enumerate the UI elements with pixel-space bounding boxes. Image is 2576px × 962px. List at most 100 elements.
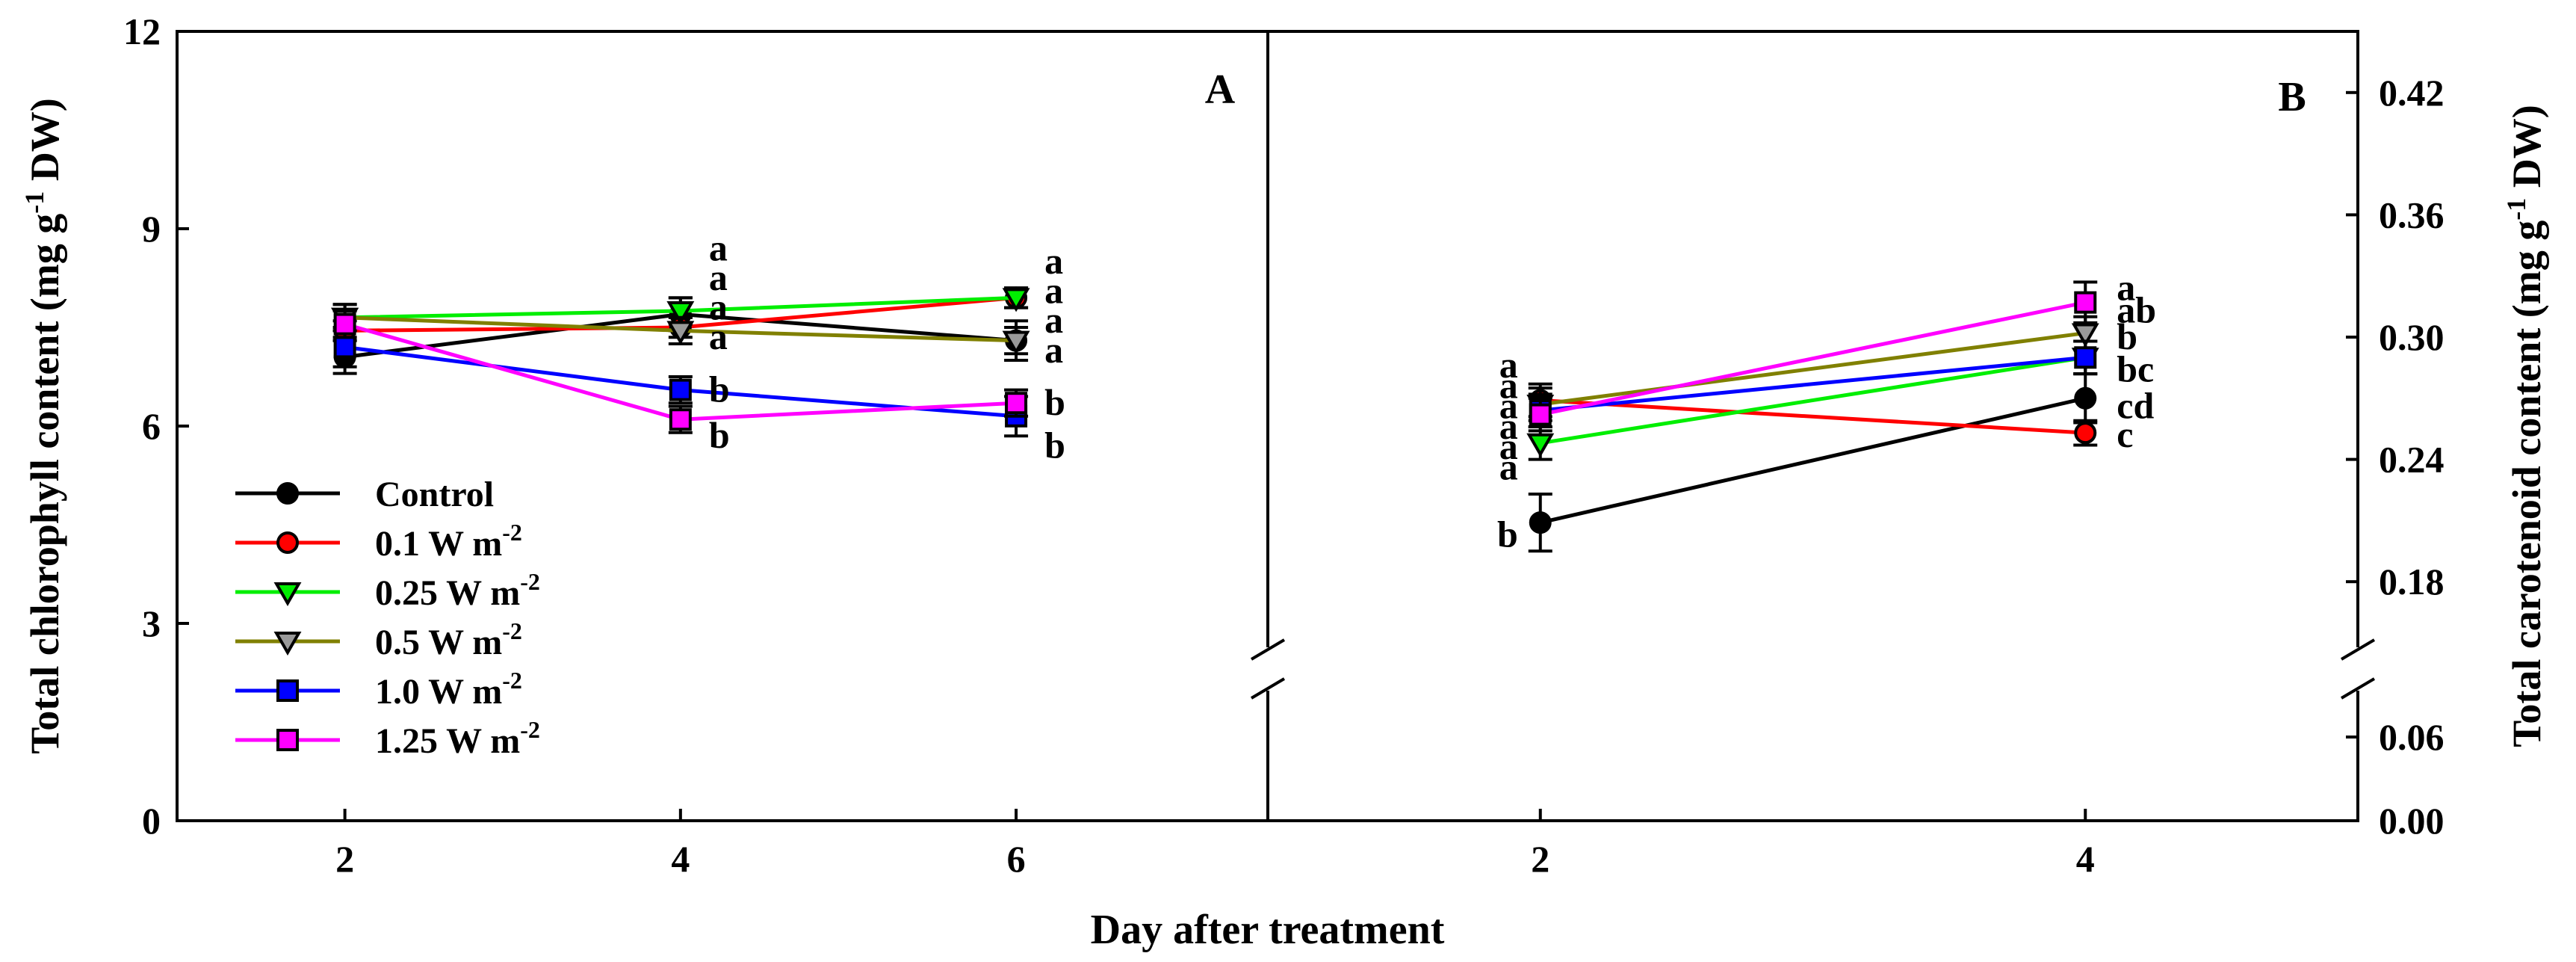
significance-letter: b bbox=[2117, 315, 2137, 357]
significance-letter: b bbox=[1044, 381, 1065, 423]
significance-letter: a bbox=[709, 226, 728, 268]
data-point bbox=[669, 378, 692, 401]
significance-letter: a bbox=[709, 286, 728, 328]
plot-frames bbox=[176, 30, 2376, 822]
y-tick-label-b: 0.24 bbox=[2379, 439, 2445, 481]
series-b-1-25-w-m-2 bbox=[1528, 280, 2098, 433]
x-tick-label-b: 2 bbox=[1531, 838, 1549, 880]
legend-marker bbox=[276, 482, 299, 505]
significance-letter: ab bbox=[2117, 289, 2156, 331]
y-tick-label-b: 0.00 bbox=[2379, 800, 2445, 842]
significance-letter: a bbox=[709, 256, 728, 298]
legend-entry-0-5-w-m-2: 0.5 W m-2 bbox=[235, 617, 522, 662]
axis-break-mark bbox=[2340, 638, 2376, 661]
y-axis-title-a-main: Total chlorophyll content (mg g bbox=[22, 214, 67, 754]
significance-letter: a bbox=[1044, 240, 1063, 282]
y-axis-title-a-tail: DW) bbox=[22, 98, 67, 191]
y-axis-title-b-tail: DW) bbox=[2504, 105, 2549, 197]
x-tick-label-a: 4 bbox=[671, 838, 690, 880]
significance-letter: a bbox=[2117, 267, 2135, 309]
significance-letter: a bbox=[1499, 446, 1518, 488]
legend-label-text: 1.0 W m bbox=[375, 672, 502, 712]
chart-text: 0 3 6 9 12 2 4 6 0.00 0.06 0.18 0.24 0.30 0.36 0.42 2 4 D… bbox=[19, 10, 2549, 953]
y-tick-label-b: 0.42 bbox=[2379, 72, 2445, 114]
x-tick-label-a: 2 bbox=[335, 838, 354, 880]
y-tick-label-b: 0.36 bbox=[2379, 194, 2445, 235]
panel-label-b: B bbox=[2278, 74, 2306, 120]
significance-letter: a bbox=[1044, 299, 1063, 341]
legend-label: Control bbox=[375, 475, 494, 514]
significance-letter: b bbox=[709, 369, 730, 410]
significance-letter: b bbox=[1497, 513, 1518, 555]
data-point bbox=[333, 312, 356, 336]
y-tick-label-a: 6 bbox=[142, 405, 161, 447]
data-point bbox=[1529, 511, 1552, 534]
data-point bbox=[1529, 403, 1552, 426]
legend-label: 1.25 W m-2 bbox=[375, 716, 540, 761]
series-line bbox=[1540, 331, 2086, 407]
legend-marker bbox=[276, 729, 299, 751]
y-tick-label-a: 12 bbox=[123, 10, 161, 52]
y-axis-title-b-main: Total carotenoid content (mg g bbox=[2504, 221, 2549, 747]
series-a-0-5-w-m-2 bbox=[331, 303, 1030, 356]
legend-marker bbox=[273, 632, 302, 656]
series-line bbox=[1540, 300, 2086, 417]
panel-label-a: A bbox=[1205, 67, 1236, 113]
significance-letter: cd bbox=[2117, 385, 2154, 427]
significance-letter: a bbox=[1044, 270, 1063, 312]
panel-b-frame bbox=[1266, 30, 2359, 822]
significance-letter: b bbox=[1044, 424, 1065, 466]
axis-break-gap bbox=[2352, 647, 2364, 691]
legend-label-text: 0.5 W m bbox=[375, 623, 502, 662]
legend-entry-1-0-w-m-2: 1.0 W m-2 bbox=[235, 667, 522, 712]
x-tick-label-a: 6 bbox=[1007, 838, 1026, 880]
legend-label-text: 1.25 W m bbox=[375, 721, 520, 761]
data-point bbox=[1002, 288, 1030, 312]
data-point bbox=[2074, 346, 2097, 369]
data-point bbox=[1002, 330, 1030, 355]
legend-label: 0.5 W m-2 bbox=[375, 617, 522, 662]
legend-entry-0-25-w-m-2: 0.25 W m-2 bbox=[235, 568, 540, 613]
legend-label-sup: -2 bbox=[502, 667, 522, 694]
legend-marker bbox=[276, 679, 299, 702]
series-line bbox=[1540, 355, 2086, 413]
significance-letter: a bbox=[1499, 425, 1518, 467]
legend-label-text: Control bbox=[375, 475, 494, 514]
legend-label: 1.0 W m-2 bbox=[375, 667, 522, 712]
significance-letter: a bbox=[1499, 385, 1518, 427]
series-line bbox=[1540, 398, 2086, 435]
y-tick-label-a: 3 bbox=[142, 602, 161, 644]
data-point bbox=[669, 408, 692, 431]
significance-letter: a bbox=[1499, 405, 1518, 447]
legend-label-sup: -2 bbox=[502, 617, 522, 644]
legend-label-sup: -2 bbox=[520, 716, 540, 743]
data-point bbox=[2074, 422, 2097, 445]
significance-letter: a bbox=[1499, 344, 1518, 386]
y-axis-title-a-sup: -1 bbox=[19, 191, 49, 214]
series-line bbox=[1540, 396, 2086, 525]
axis-break-mark bbox=[1250, 677, 1286, 700]
legend-entry-0-1-w-m-2: 0.1 W m-2 bbox=[235, 519, 522, 564]
data-series bbox=[331, 280, 2099, 553]
y-axis-title-b: Total carotenoid content (mg g-1 DW) bbox=[2501, 105, 2549, 747]
significance-letter: a bbox=[709, 315, 728, 357]
legend-label-sup: -2 bbox=[502, 519, 522, 546]
significance-letter: a bbox=[1499, 364, 1518, 406]
significance-letter: c bbox=[2117, 413, 2133, 455]
data-point bbox=[666, 301, 695, 326]
y-axis-title-b-sup: -1 bbox=[2501, 198, 2531, 221]
significance-letter: b bbox=[709, 414, 730, 456]
legend-label-text: 0.25 W m bbox=[375, 573, 520, 613]
y-tick-label-a: 9 bbox=[142, 208, 161, 250]
legend-label: 0.1 W m-2 bbox=[375, 519, 522, 564]
data-point bbox=[2074, 291, 2097, 314]
data-point bbox=[2071, 323, 2099, 348]
axis-break-mark bbox=[2340, 677, 2376, 700]
axis-break-gap bbox=[1262, 647, 1274, 691]
data-point bbox=[2074, 386, 2097, 410]
legend-marker bbox=[276, 531, 299, 554]
legend-entry-1-25-w-m-2: 1.25 W m-2 bbox=[235, 716, 540, 761]
series-a-1-25-w-m-2 bbox=[332, 309, 1029, 434]
